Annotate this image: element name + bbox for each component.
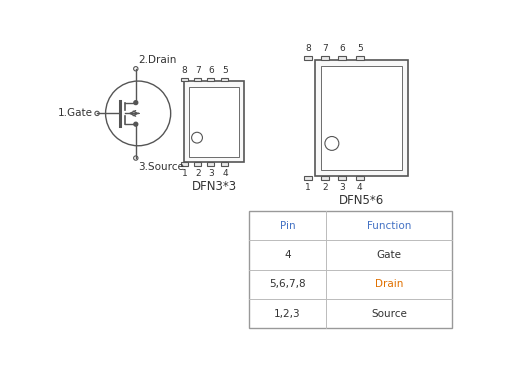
Text: 4: 4 [284,250,291,260]
Bar [337,56,346,60]
Bar [321,67,401,170]
Text: 5: 5 [222,65,228,74]
Bar [320,176,329,180]
Bar [303,176,312,180]
Bar [195,162,201,166]
Circle shape [95,111,99,116]
Bar [315,60,408,176]
Text: Pin: Pin [280,221,295,231]
Circle shape [325,137,339,150]
Circle shape [191,132,202,143]
Bar [181,162,188,166]
Text: 1,2,3: 1,2,3 [274,309,301,319]
Text: 4: 4 [222,169,228,178]
Bar [337,176,346,180]
Text: 1: 1 [305,184,311,193]
Bar [356,56,364,60]
Text: 8: 8 [305,44,311,53]
Text: 2.Drain: 2.Drain [138,55,176,65]
Text: Drain: Drain [375,279,403,289]
Text: 1.Gate: 1.Gate [58,108,93,119]
Text: Gate: Gate [377,250,401,260]
Text: 3: 3 [208,169,214,178]
Text: 2: 2 [322,184,328,193]
Text: 8: 8 [182,65,187,74]
Bar [207,77,215,82]
Text: 7: 7 [322,44,328,53]
Bar [249,211,452,328]
Text: 7: 7 [195,65,201,74]
Text: 6: 6 [339,44,345,53]
Bar [184,82,244,162]
Bar [221,77,229,82]
Bar [356,176,364,180]
Text: DFN3*3: DFN3*3 [191,180,237,193]
Bar [189,87,239,157]
Bar [181,77,188,82]
Text: 3.Source: 3.Source [138,162,184,172]
Text: 5,6,7,8: 5,6,7,8 [269,279,306,289]
Text: 3: 3 [339,184,345,193]
Text: Function: Function [367,221,411,231]
Text: 4: 4 [357,184,363,193]
Bar [320,56,329,60]
Circle shape [134,67,138,71]
Text: 5: 5 [357,44,363,53]
Text: Source: Source [371,309,407,319]
Circle shape [134,156,138,160]
Text: 2: 2 [195,169,201,178]
Circle shape [134,101,138,105]
Bar [195,77,201,82]
Text: 6: 6 [208,65,214,74]
Circle shape [134,122,138,126]
Bar [207,162,215,166]
Bar [303,56,312,60]
Text: DFN5*6: DFN5*6 [338,194,384,207]
Bar [221,162,229,166]
Text: 1: 1 [182,169,187,178]
